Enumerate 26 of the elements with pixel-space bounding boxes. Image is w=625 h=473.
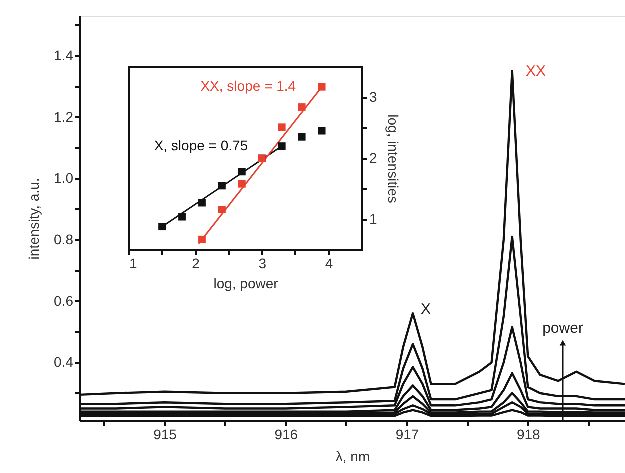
y-tick-label: 0.4 bbox=[54, 354, 74, 370]
y-tick-label: 1.0 bbox=[54, 170, 74, 186]
y-tick-label: 0.8 bbox=[54, 231, 74, 248]
y-axis-title: log, intensities bbox=[385, 114, 402, 204]
y-axis-title: intensity, a.u. bbox=[26, 178, 42, 260]
y-tick-label: 3 bbox=[370, 89, 378, 105]
series-label: XX, slope = 1.4 bbox=[200, 78, 296, 94]
x-tick-label: 915 bbox=[154, 426, 178, 442]
x-tick-label: 4 bbox=[325, 256, 334, 272]
annotation: XX bbox=[526, 63, 546, 80]
x-axis-title: log, power bbox=[214, 276, 279, 292]
x-tick-label: 3 bbox=[258, 256, 267, 272]
x-tick-label: 917 bbox=[396, 426, 420, 442]
x-tick-label: 2 bbox=[192, 256, 200, 272]
x-tick-label: 1 bbox=[130, 256, 138, 272]
x-axis-title: λ, nm bbox=[336, 448, 370, 464]
y-tick-label: 0.6 bbox=[54, 292, 74, 309]
x-tick-label: 916 bbox=[274, 426, 298, 442]
annotation: X bbox=[420, 301, 432, 318]
y-tick-label: 1.4 bbox=[54, 47, 74, 64]
series-label: X, slope = 0.75 bbox=[154, 137, 248, 154]
y-tick-label: 1 bbox=[370, 211, 378, 227]
x-tick-label: 918 bbox=[516, 426, 541, 442]
y-tick-label: 2 bbox=[370, 150, 378, 166]
y-tick-label: 1.2 bbox=[54, 108, 74, 125]
annotation: power bbox=[542, 320, 584, 337]
